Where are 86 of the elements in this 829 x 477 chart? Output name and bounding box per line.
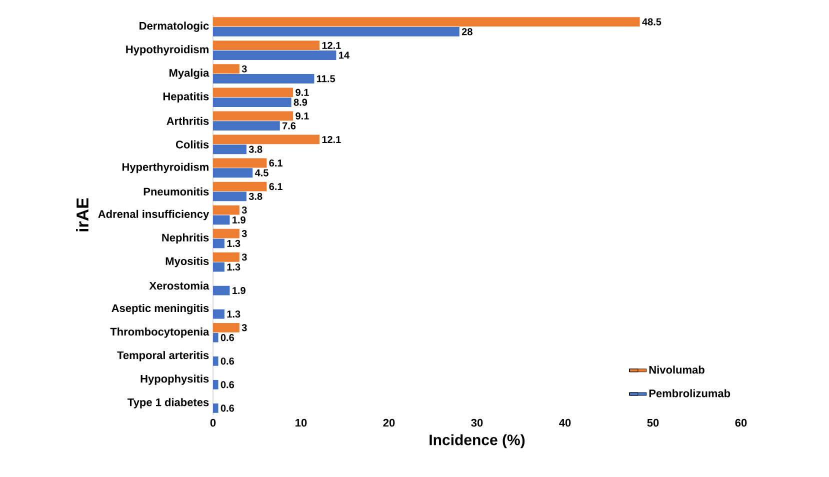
data-label: 1.9	[232, 286, 246, 294]
y-tick-label: Hypothyroidism	[126, 45, 208, 56]
y-tick-label: Myalgia	[170, 68, 210, 79]
data-label: 11.5	[317, 75, 336, 82]
data-label: 1.3	[227, 263, 240, 271]
data-label: 6.1	[269, 182, 282, 190]
bar	[213, 309, 224, 319]
data-label: 4.5	[254, 169, 268, 176]
bar	[213, 74, 314, 84]
data-label: 3	[242, 324, 247, 332]
y-axis-title: irAE	[76, 198, 88, 232]
data-label: 1.3	[227, 240, 240, 248]
y-tick-label: Hepatitis	[163, 92, 209, 102]
data-label: 12.1	[322, 42, 341, 49]
y-tick-label: Arthritis	[166, 116, 209, 125]
y-tick-label: Aseptic meningitis	[112, 304, 209, 314]
x-tick-label: 40	[559, 418, 571, 427]
data-label: 6.1	[269, 159, 282, 167]
bar	[213, 262, 224, 272]
data-label: 48.5	[642, 18, 662, 26]
bar	[213, 182, 267, 192]
data-label: 3	[242, 254, 247, 261]
y-tick-label: Pneumonitis	[144, 187, 209, 196]
y-tick-label: Colitis	[176, 140, 209, 148]
bar	[213, 111, 294, 121]
bar	[213, 17, 640, 27]
bar	[213, 168, 253, 178]
bar	[213, 192, 246, 202]
y-tick-label: Nephritis	[162, 233, 209, 244]
data-label: 3	[242, 206, 247, 214]
data-label: 28	[462, 28, 472, 36]
x-tick-label: 60	[735, 418, 747, 427]
x-tick-label: 30	[471, 418, 483, 427]
data-label: 1.9	[232, 216, 246, 224]
y-tick-label: Dermatologic	[140, 22, 209, 32]
bar	[213, 380, 218, 390]
bar	[213, 205, 240, 215]
bar	[213, 215, 230, 225]
x-tick-label: 50	[647, 418, 659, 427]
bar	[213, 332, 218, 342]
y-tick-label: Hypophysitis	[140, 374, 209, 385]
data-label: 3	[242, 65, 247, 72]
bar	[213, 403, 218, 413]
bar	[213, 134, 320, 144]
data-label: 3.8	[248, 146, 262, 153]
bar	[213, 323, 240, 332]
bar	[213, 64, 240, 74]
data-label: 3.8	[248, 192, 262, 200]
data-label: 12.1	[322, 136, 341, 143]
y-tick-label: Adrenal insufficiency	[98, 210, 210, 220]
bar	[213, 50, 336, 60]
data-label: 7.6	[282, 122, 296, 130]
bar	[213, 98, 292, 107]
data-label: 9.1	[296, 88, 309, 96]
data-label: 14	[339, 52, 350, 59]
bar	[213, 144, 246, 154]
bar	[213, 27, 460, 36]
bar	[213, 356, 218, 366]
data-label: 8.9	[294, 98, 308, 106]
data-label: 0.6	[220, 358, 234, 365]
data-label: 0.6	[220, 334, 234, 342]
legend-label: Pembrolizumab	[649, 389, 730, 398]
x-tick-label: 20	[383, 418, 395, 427]
x-tick-label: 10	[296, 418, 307, 427]
legend-label: Nivolumab	[649, 366, 704, 374]
y-tick-label: Myositis	[166, 256, 209, 268]
x-tick-label: 0	[210, 418, 216, 427]
data-label: 1.3	[227, 310, 240, 318]
bar	[213, 252, 240, 262]
bar	[213, 238, 224, 248]
bar	[213, 286, 230, 296]
y-tick-label: Thrombocytopenia	[110, 328, 210, 338]
x-axis-title: Incidence (%)	[430, 434, 525, 448]
bar	[213, 228, 240, 238]
y-tick-label: Temporal arteritis	[117, 351, 209, 362]
bar	[213, 158, 267, 168]
data-label: 0.6	[220, 381, 234, 388]
data-label: 0.6	[220, 404, 234, 412]
bar	[213, 121, 280, 131]
data-label: 9.1	[296, 112, 309, 120]
bar	[213, 88, 294, 98]
data-label: 3	[242, 230, 247, 238]
y-tick-label: Xerostomia	[149, 282, 210, 290]
y-tick-label: Hyperthyroidism	[122, 162, 208, 174]
bar	[213, 40, 320, 50]
y-tick-label: Type 1 diabetes	[128, 398, 209, 408]
